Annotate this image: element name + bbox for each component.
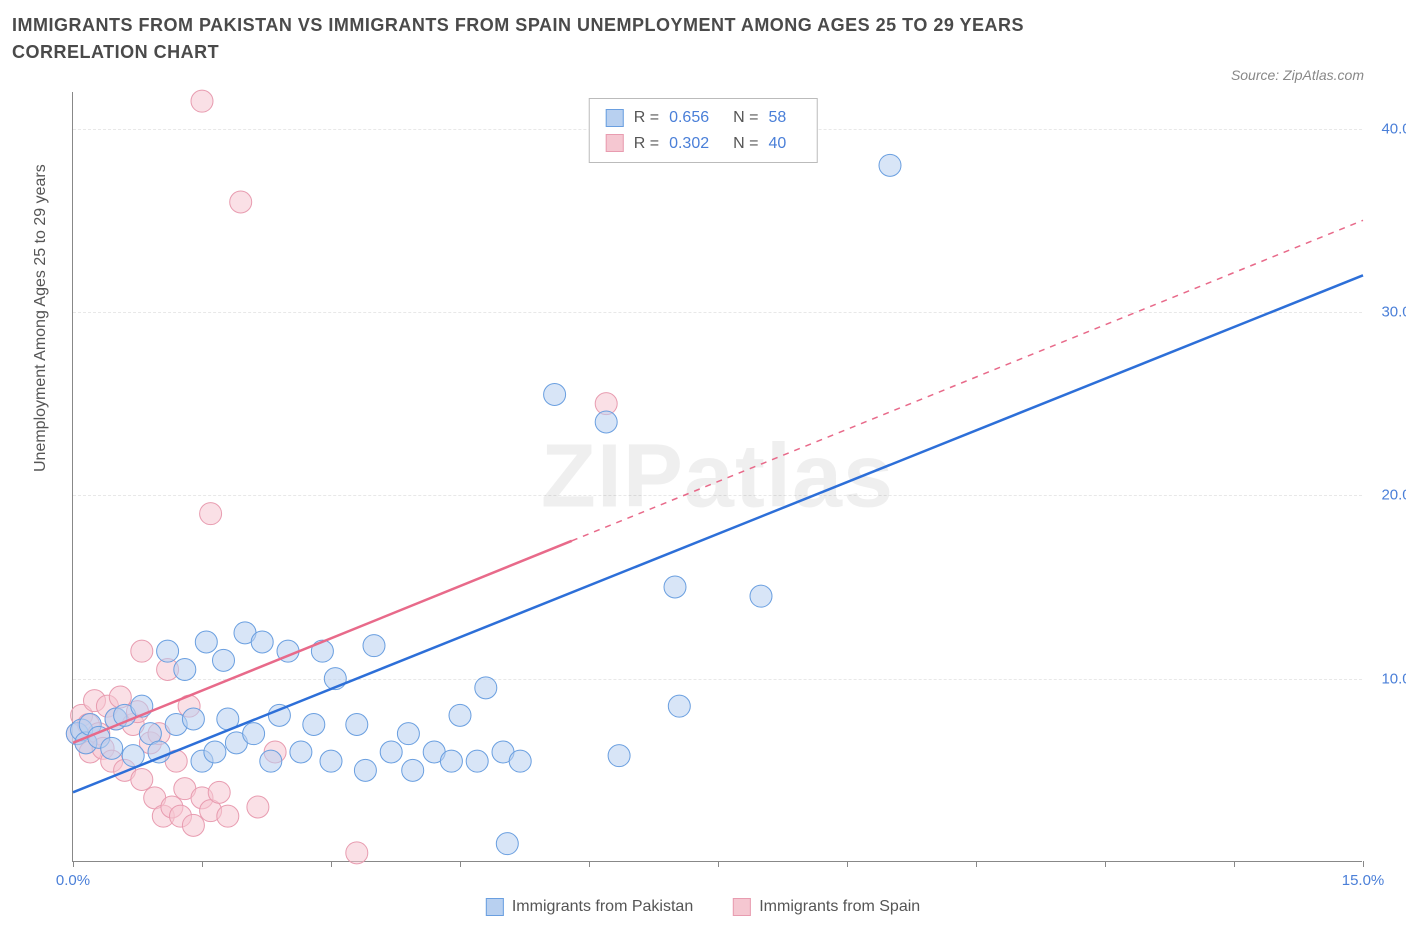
swatch-spain (606, 134, 624, 152)
swatch-pakistan (606, 109, 624, 127)
y-tick-label: 10.0% (1369, 670, 1406, 687)
r-label: R = (634, 105, 659, 131)
point-pakistan (213, 649, 235, 671)
legend-item-spain: Immigrants from Spain (733, 898, 920, 916)
y-axis-label: Unemployment Among Ages 25 to 29 years (32, 164, 50, 472)
chart-container: IMMIGRANTS FROM PAKISTAN VS IMMIGRANTS F… (12, 12, 1394, 918)
point-pakistan (402, 759, 424, 781)
x-tick (202, 861, 203, 867)
point-spain (131, 640, 153, 662)
point-pakistan (475, 677, 497, 699)
point-pakistan (750, 585, 772, 607)
x-tick (331, 861, 332, 867)
r-value-spain: 0.302 (669, 131, 709, 157)
trendline-pakistan-solid (73, 275, 1363, 792)
point-pakistan (668, 695, 690, 717)
point-spain (247, 796, 269, 818)
x-tick (1363, 861, 1364, 867)
point-pakistan (595, 411, 617, 433)
point-pakistan (157, 640, 179, 662)
y-tick-label: 20.0% (1369, 487, 1406, 504)
swatch-pakistan (486, 898, 504, 916)
n-value-spain: 40 (768, 131, 786, 157)
legend-item-pakistan: Immigrants from Pakistan (486, 898, 693, 916)
x-tick (460, 861, 461, 867)
bottom-legend: Immigrants from Pakistan Immigrants from… (486, 898, 920, 916)
swatch-spain (733, 898, 751, 916)
point-pakistan (608, 745, 630, 767)
x-tick (847, 861, 848, 867)
x-tick (1234, 861, 1235, 867)
stats-row-pakistan: R = 0.656 N = 58 (606, 105, 801, 131)
point-pakistan (174, 659, 196, 681)
scatter-svg (73, 92, 1362, 861)
point-spain (200, 503, 222, 525)
r-label: R = (634, 131, 659, 157)
source-credit: Source: ZipAtlas.com (1231, 67, 1364, 83)
x-tick (73, 861, 74, 867)
point-pakistan (320, 750, 342, 772)
point-pakistan (879, 154, 901, 176)
point-pakistan (544, 384, 566, 406)
point-spain (208, 781, 230, 803)
point-pakistan (182, 708, 204, 730)
point-spain (230, 191, 252, 213)
point-pakistan (496, 833, 518, 855)
point-pakistan (397, 723, 419, 745)
point-pakistan (466, 750, 488, 772)
point-pakistan (449, 704, 471, 726)
point-spain (217, 805, 239, 827)
point-pakistan (204, 741, 226, 763)
point-pakistan (346, 714, 368, 736)
legend-label-pakistan: Immigrants from Pakistan (512, 898, 693, 916)
x-tick (1105, 861, 1106, 867)
plot-area: ZIPatlas 10.0%20.0%30.0%40.0%0.0%15.0% (72, 92, 1362, 862)
point-pakistan (509, 750, 531, 772)
x-tick-label: 0.0% (56, 872, 90, 889)
y-tick-label: 30.0% (1369, 304, 1406, 321)
point-pakistan (251, 631, 273, 653)
y-tick-label: 40.0% (1369, 120, 1406, 137)
point-pakistan (380, 741, 402, 763)
point-pakistan (260, 750, 282, 772)
point-pakistan (101, 737, 123, 759)
point-pakistan (122, 745, 144, 767)
point-pakistan (195, 631, 217, 653)
point-pakistan (363, 635, 385, 657)
point-spain (191, 90, 213, 112)
point-spain (131, 769, 153, 791)
x-tick-label: 15.0% (1342, 872, 1385, 889)
point-spain (346, 842, 368, 864)
n-label: N = (733, 105, 758, 131)
stats-row-spain: R = 0.302 N = 40 (606, 131, 801, 157)
point-spain (182, 814, 204, 836)
x-tick (718, 861, 719, 867)
chart-title: IMMIGRANTS FROM PAKISTAN VS IMMIGRANTS F… (12, 12, 1112, 66)
point-pakistan (354, 759, 376, 781)
x-tick (976, 861, 977, 867)
point-pakistan (440, 750, 462, 772)
x-tick (589, 861, 590, 867)
n-value-pakistan: 58 (768, 105, 786, 131)
stats-legend-box: R = 0.656 N = 58 R = 0.302 N = 40 (589, 98, 818, 163)
legend-label-spain: Immigrants from Spain (759, 898, 920, 916)
r-value-pakistan: 0.656 (669, 105, 709, 131)
point-pakistan (311, 640, 333, 662)
point-pakistan (303, 714, 325, 736)
point-pakistan (243, 723, 265, 745)
point-pakistan (664, 576, 686, 598)
trendline-spain-dashed (572, 220, 1363, 540)
n-label: N = (733, 131, 758, 157)
point-pakistan (290, 741, 312, 763)
